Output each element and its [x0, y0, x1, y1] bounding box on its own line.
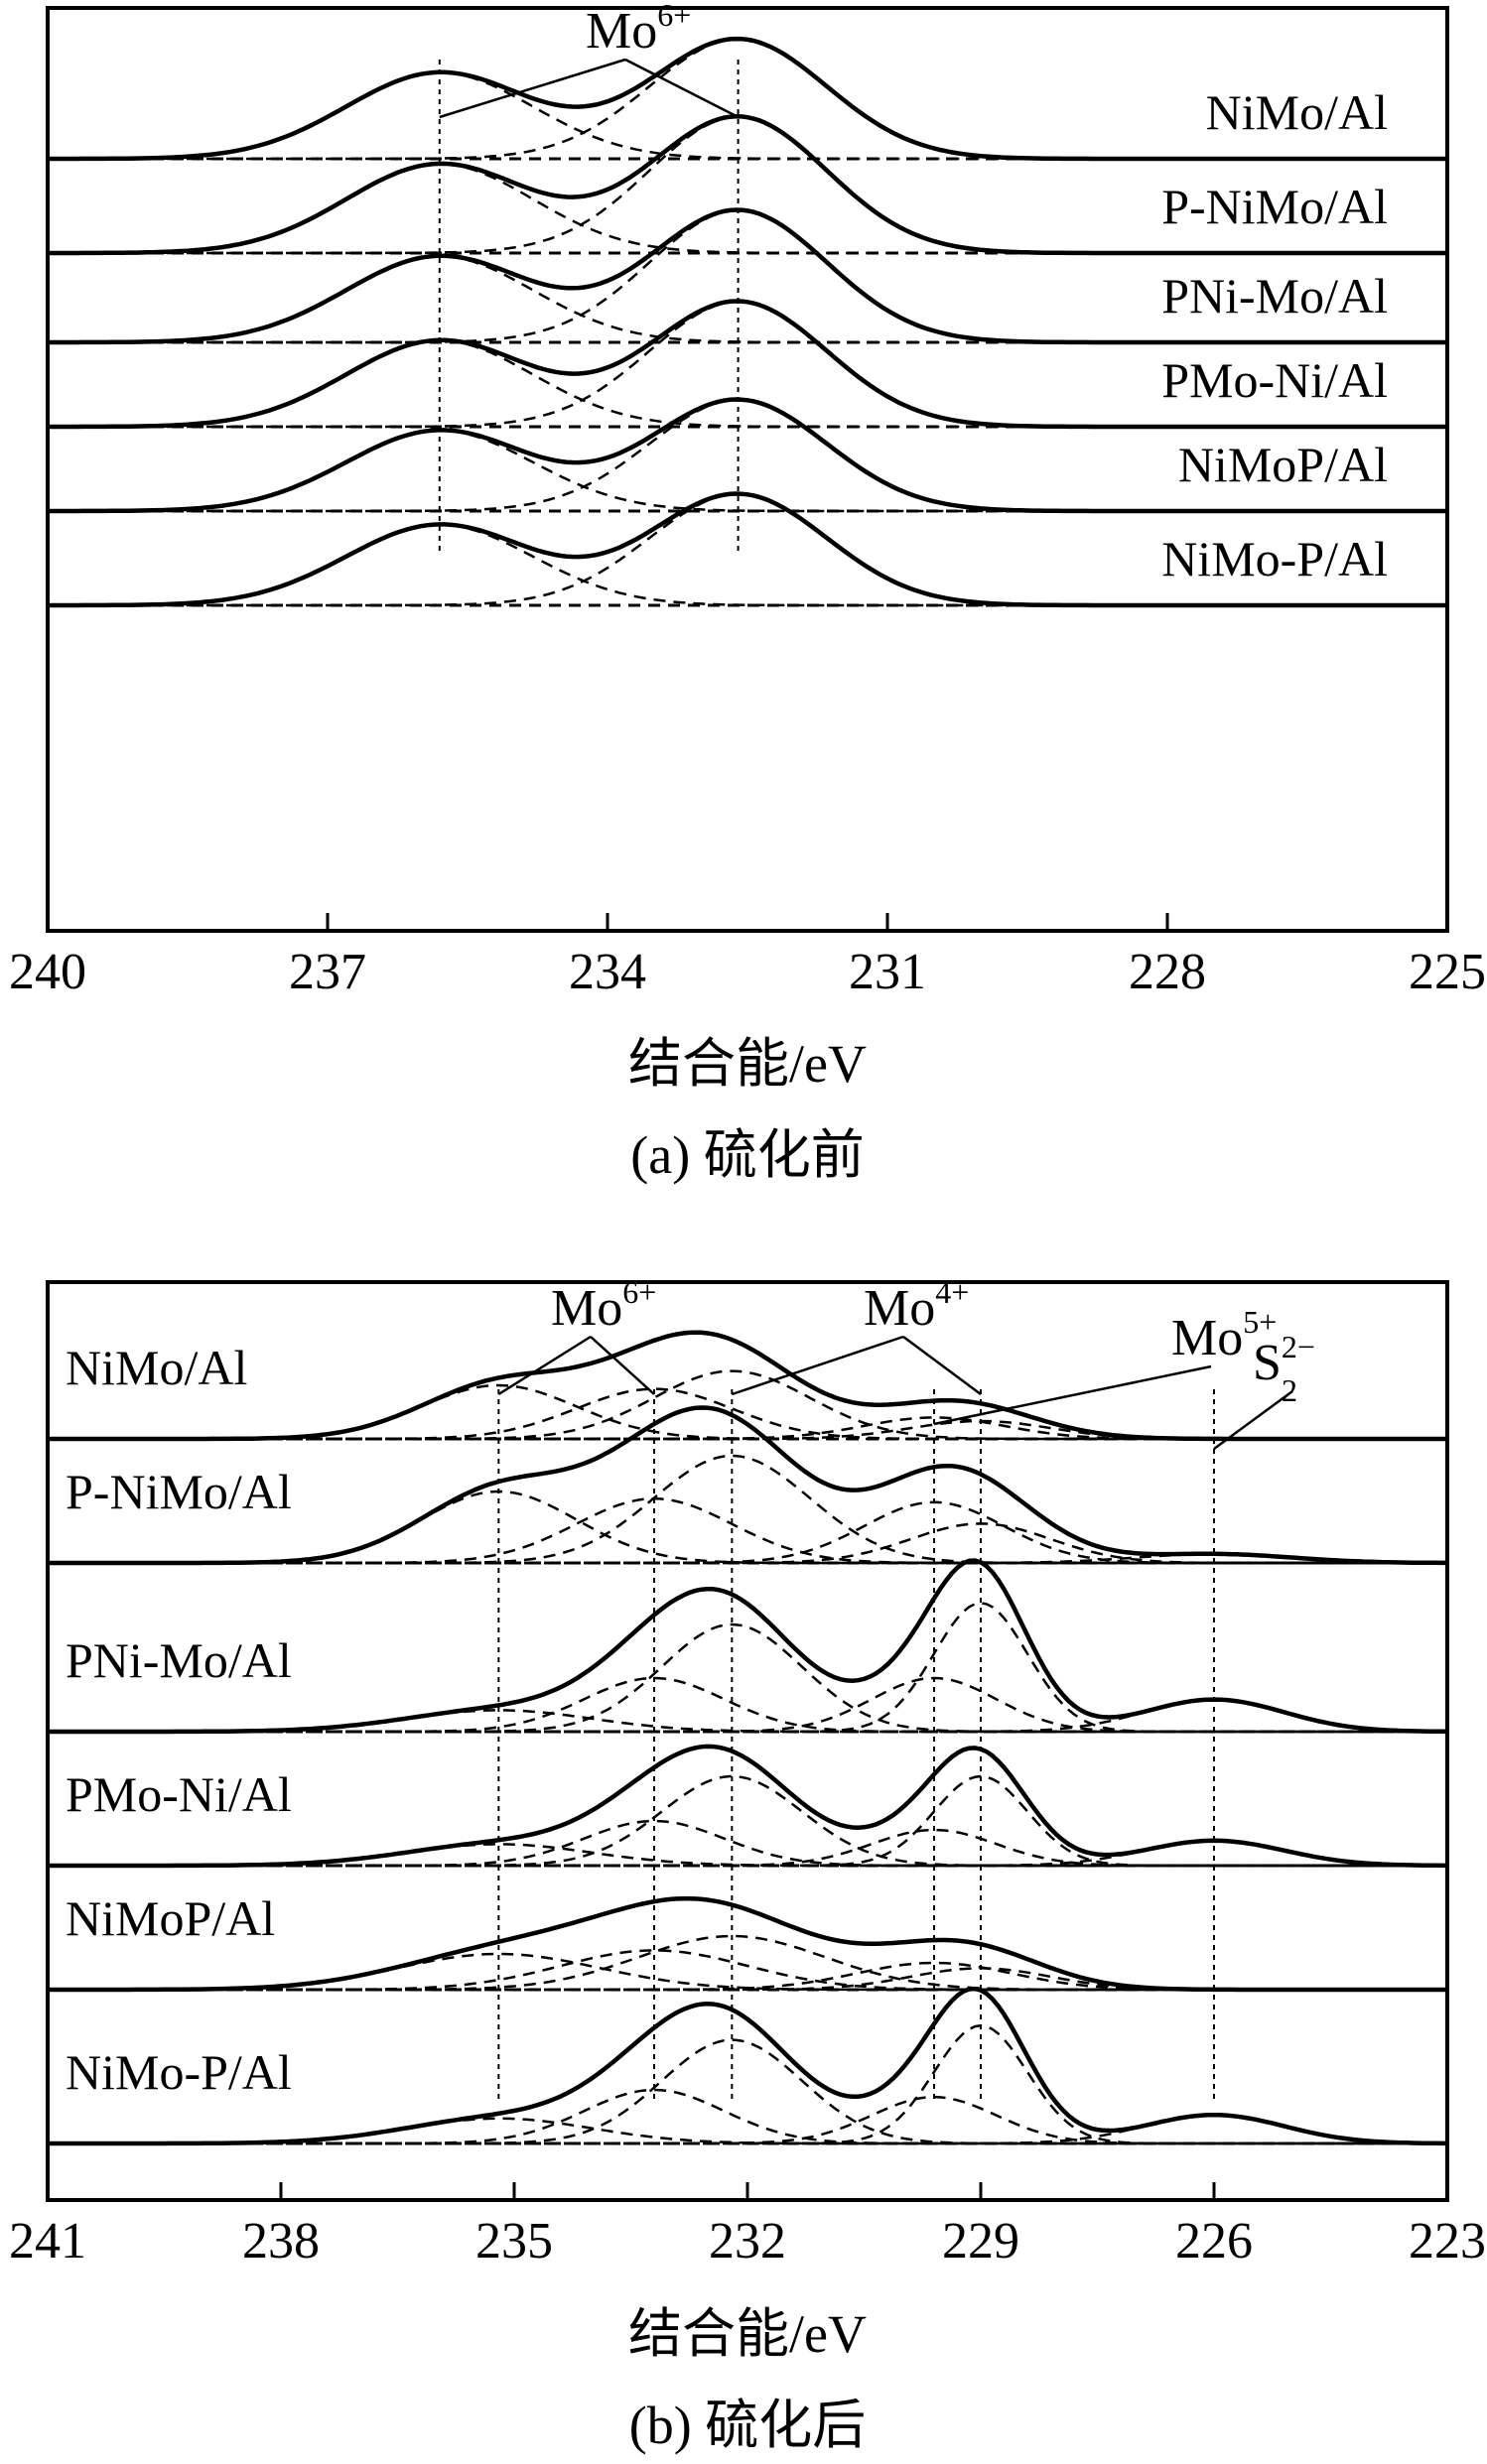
fit-component-peak: [48, 1949, 1447, 1992]
fit-component-peak: [48, 2095, 1447, 2145]
fit-component-peak: [48, 1419, 1447, 1441]
fit-component-peak: [48, 1698, 1448, 1734]
annotation-arrow: [731, 1335, 904, 1396]
series-group: PNi-Mo/Al: [48, 207, 1447, 345]
fit-component-peak: [48, 1843, 1447, 1868]
series-label: P-NiMo/Al: [66, 1464, 292, 1519]
series-label: PNi-Mo/Al: [66, 1632, 292, 1688]
panel-b-reference-lines: [497, 1389, 1215, 2104]
panel-a-reference-lines: [438, 60, 740, 556]
series-group: NiMoP/Al: [48, 1890, 1447, 1993]
x-tick-label: 231: [849, 944, 926, 1000]
panel-a-spectra: NiMo/Al P-NiMo/Al PNi-Mo/Al PMo-Ni/Al NiMoP/…: [48, 36, 1447, 608]
panel-b-x-axis-label: 结合能/eV: [628, 2304, 867, 2364]
series-label: NiMo/Al: [1206, 84, 1388, 140]
series-group: NiMo/Al: [48, 1330, 1447, 1442]
peak-annotation: Mo6+: [551, 1274, 656, 1337]
annotation-arrow: [590, 1336, 655, 1395]
series-group: PNi-Mo/Al: [48, 1558, 1448, 1735]
x-tick-label: 234: [569, 944, 646, 1000]
series-label: NiMo/Al: [66, 1340, 247, 1395]
panel-b-x-ticks: 241 238 235 232 229 226 223: [9, 2182, 1486, 2269]
series-group: NiMo-P/Al: [48, 491, 1447, 608]
x-tick-label: 235: [475, 2213, 553, 2269]
spectrum-envelope: [48, 299, 1447, 430]
annotation-arrow: [902, 1335, 982, 1396]
fit-component-peak: [48, 1369, 1447, 1441]
panel-a-x-axis-label: 结合能/eV: [628, 1034, 867, 1094]
fit-component-peak: [48, 1522, 1447, 1565]
series-group: NiMoP/Al: [48, 397, 1447, 514]
series-group: NiMo-P/Al: [48, 1986, 1447, 2146]
fit-component-peak: [48, 1961, 1447, 1992]
x-tick-label: 240: [9, 944, 86, 1000]
panel-a-annotations: Mo6+: [439, 0, 740, 119]
x-tick-label: 241: [9, 2213, 86, 2269]
spectrum-envelope: [48, 1558, 1448, 1735]
fit-component-peak: [48, 1709, 1447, 1734]
panel-a-before-sulfidation: NiMo/Al P-NiMo/Al PNi-Mo/Al PMo-Ni/Al NiMoP/…: [9, 0, 1486, 1185]
fit-component-peak: [48, 1952, 1447, 1992]
fit-component-peak: [48, 1500, 1447, 1565]
annotation-arrow: [439, 58, 626, 119]
spectrum-envelope: [48, 397, 1447, 514]
x-tick-label: 232: [709, 2213, 786, 2269]
annotation-arrow: [933, 1364, 1212, 1426]
panel-a-caption: (a) 硫化前: [630, 1125, 864, 1185]
x-tick-label: 237: [289, 944, 366, 1000]
spectrum-envelope: [48, 1895, 1447, 1993]
panel-a-frame: [46, 6, 1449, 933]
series-group: PMo-Ni/Al: [48, 299, 1447, 430]
spectrum-envelope: [48, 1986, 1447, 2146]
peak-annotation: Mo6+: [586, 0, 691, 60]
series-label: PNi-Mo/Al: [1161, 268, 1388, 324]
peak-annotation: S2− 2: [1253, 1329, 1315, 1408]
x-tick-label: 229: [942, 2213, 1019, 2269]
x-tick-label: 228: [1129, 944, 1206, 1000]
series-group: P-NiMo/Al: [48, 114, 1447, 256]
series-label: P-NiMo/Al: [1161, 179, 1388, 234]
fit-component-peak: [48, 1967, 1447, 1992]
panel-b-caption: (b) 硫化后: [629, 2396, 866, 2455]
spectrum-envelope: [48, 491, 1447, 608]
spectrum-envelope: [48, 207, 1447, 345]
series-label: PMo-Ni/Al: [66, 1766, 292, 1822]
panel-b-after-sulfidation: NiMo/Al P-NiMo/Al PNi-Mo/Al PMo-Ni/Al NiMoP/…: [9, 1274, 1486, 2455]
series-label: PMo-Ni/Al: [1161, 352, 1388, 408]
fit-component-peak: [48, 1552, 1447, 1565]
peak-annotation: Mo4+: [864, 1274, 969, 1337]
panel-b-annotations: Mo6+ Mo4+ Mo5+S2− 2: [497, 1274, 1315, 1451]
annotation-arrow: [497, 1335, 592, 1396]
peak-annotation: Mo5+: [1171, 1304, 1277, 1366]
series-label: NiMoP/Al: [66, 1890, 275, 1946]
series-group: NiMo/Al: [48, 36, 1447, 162]
panel-a-x-ticks: 240 237 234 231 228 225: [9, 913, 1486, 1000]
spectrum-envelope: [48, 1744, 1447, 1869]
fit-component-peak: [48, 1416, 1447, 1441]
spectrum-envelope: [48, 1405, 1447, 1566]
x-tick-label: 226: [1175, 2213, 1253, 2269]
fit-component-peak: [48, 1828, 1447, 1868]
series-group: P-NiMo/Al: [48, 1405, 1447, 1566]
spectrum-envelope: [48, 114, 1447, 256]
series-label: NiMoP/Al: [1178, 437, 1388, 492]
series-label: NiMo-P/Al: [66, 2044, 292, 2100]
fit-component-peak: [48, 1496, 1447, 1565]
series-label: NiMo-P/Al: [1161, 531, 1388, 586]
spectrum-envelope: [48, 1330, 1447, 1442]
panel-b-spectra: NiMo/Al P-NiMo/Al PNi-Mo/Al PMo-Ni/Al NiMoP/…: [48, 1330, 1448, 2146]
spectrum-envelope: [48, 36, 1447, 162]
annotation-arrow: [624, 58, 740, 119]
x-tick-label: 238: [242, 2213, 320, 2269]
fit-component-peak: [48, 1839, 1447, 1868]
fit-component-peak: [48, 2113, 1447, 2145]
annotation-arrow: [1213, 1389, 1293, 1451]
x-tick-label: 225: [1409, 944, 1486, 1000]
x-tick-label: 223: [1409, 2213, 1486, 2269]
series-group: PMo-Ni/Al: [48, 1744, 1447, 1869]
